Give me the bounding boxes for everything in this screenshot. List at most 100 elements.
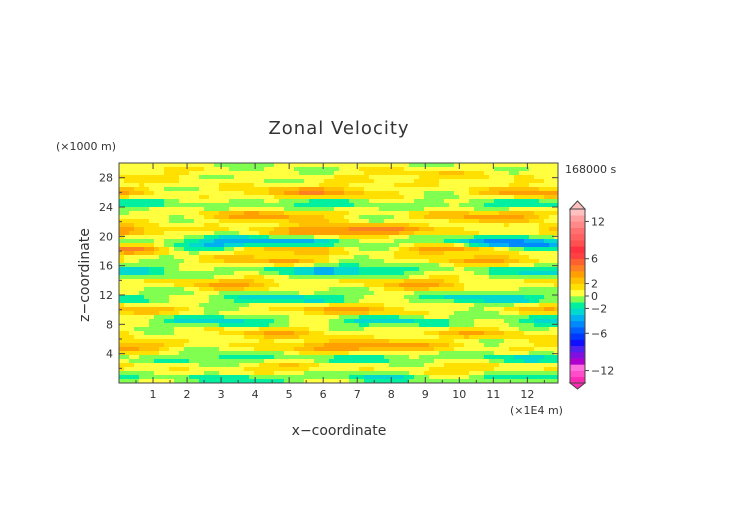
heatmap-cell bbox=[314, 211, 320, 216]
heatmap-cell bbox=[369, 267, 375, 272]
heatmap-cell bbox=[339, 295, 345, 300]
heatmap-cell bbox=[349, 187, 355, 192]
heatmap-cell bbox=[379, 259, 385, 264]
heatmap-cell bbox=[469, 303, 475, 308]
heatmap-cell bbox=[464, 343, 470, 348]
heatmap-cell bbox=[514, 291, 520, 296]
heatmap-cell bbox=[124, 379, 130, 384]
heatmap-cell bbox=[164, 347, 170, 352]
heatmap-cell bbox=[239, 259, 245, 264]
heatmap-cell bbox=[284, 295, 290, 300]
heatmap-cell bbox=[149, 175, 155, 180]
heatmap-cell bbox=[474, 223, 480, 228]
heatmap-cell bbox=[464, 327, 470, 332]
heatmap-cell bbox=[214, 243, 220, 248]
heatmap-cell bbox=[294, 263, 300, 268]
heatmap-cell bbox=[129, 279, 135, 284]
heatmap-cell bbox=[489, 351, 495, 356]
heatmap-cell bbox=[384, 339, 390, 344]
heatmap-cell bbox=[264, 367, 270, 372]
heatmap-cell bbox=[329, 219, 335, 224]
heatmap-cell bbox=[309, 255, 315, 260]
heatmap-cell bbox=[189, 267, 195, 272]
heatmap-cell bbox=[549, 375, 555, 380]
heatmap-cell bbox=[199, 235, 205, 240]
heatmap-cell bbox=[499, 359, 505, 364]
heatmap-cell bbox=[464, 171, 470, 176]
heatmap-cell bbox=[274, 343, 280, 348]
heatmap-cell bbox=[499, 307, 505, 312]
heatmap-cell bbox=[399, 167, 405, 172]
heatmap-cell bbox=[509, 351, 515, 356]
heatmap-cell bbox=[489, 359, 495, 364]
heatmap-cell bbox=[244, 343, 250, 348]
heatmap-cell bbox=[219, 179, 225, 184]
heatmap-cell bbox=[324, 175, 330, 180]
heatmap-cell bbox=[539, 175, 545, 180]
heatmap-cell bbox=[304, 323, 310, 328]
heatmap-cell bbox=[544, 263, 550, 268]
heatmap-cell bbox=[309, 327, 315, 332]
heatmap-cell bbox=[554, 271, 559, 276]
heatmap-cell bbox=[174, 163, 180, 168]
heatmap-cell bbox=[454, 283, 460, 288]
heatmap-cell bbox=[424, 359, 430, 364]
heatmap-cell bbox=[469, 355, 475, 360]
heatmap-cell bbox=[494, 371, 500, 376]
heatmap-cell bbox=[419, 303, 425, 308]
heatmap-cell bbox=[199, 303, 205, 308]
heatmap-cell bbox=[359, 259, 365, 264]
heatmap-cell bbox=[264, 359, 270, 364]
heatmap-cell bbox=[274, 191, 280, 196]
heatmap-cell bbox=[209, 175, 215, 180]
heatmap-cell bbox=[284, 343, 290, 348]
heatmap-cell bbox=[409, 295, 415, 300]
heatmap-cell bbox=[424, 231, 430, 236]
heatmap-cell bbox=[184, 335, 190, 340]
heatmap-cell bbox=[319, 235, 325, 240]
heatmap-cell bbox=[334, 215, 340, 220]
heatmap-cell bbox=[154, 251, 160, 256]
heatmap-cell bbox=[219, 207, 225, 212]
heatmap-cell bbox=[224, 223, 230, 228]
heatmap-cell bbox=[289, 227, 295, 232]
heatmap-cell bbox=[464, 251, 470, 256]
heatmap-cell bbox=[499, 291, 505, 296]
heatmap-cell bbox=[214, 223, 220, 228]
heatmap-cell bbox=[264, 375, 270, 380]
heatmap-cell bbox=[249, 235, 255, 240]
heatmap-cell bbox=[229, 247, 235, 252]
heatmap-cell bbox=[249, 207, 255, 212]
heatmap-cell bbox=[459, 255, 465, 260]
heatmap-cell bbox=[419, 275, 425, 280]
heatmap-cell bbox=[119, 203, 125, 208]
heatmap-cell bbox=[464, 223, 470, 228]
heatmap-cell bbox=[344, 339, 350, 344]
heatmap-cell bbox=[399, 327, 405, 332]
heatmap-cell bbox=[199, 271, 205, 276]
heatmap-cell bbox=[314, 239, 320, 244]
heatmap-cell bbox=[324, 303, 330, 308]
heatmap-cell bbox=[434, 163, 440, 168]
heatmap-cell bbox=[359, 235, 365, 240]
heatmap-cell bbox=[534, 175, 540, 180]
heatmap-cell bbox=[419, 179, 425, 184]
heatmap-cell bbox=[279, 291, 285, 296]
heatmap-cell bbox=[134, 247, 140, 252]
heatmap-cell bbox=[374, 219, 380, 224]
heatmap-cell bbox=[339, 347, 345, 352]
heatmap-cell bbox=[154, 243, 160, 248]
heatmap-cell bbox=[484, 363, 490, 368]
heatmap-cell bbox=[219, 311, 225, 316]
heatmap-cell bbox=[379, 255, 385, 260]
heatmap-cell bbox=[474, 367, 480, 372]
heatmap-cell bbox=[554, 307, 559, 312]
heatmap-cell bbox=[459, 279, 465, 284]
heatmap-cell bbox=[489, 311, 495, 316]
heatmap-cell bbox=[529, 363, 535, 368]
heatmap-cell bbox=[254, 315, 260, 320]
heatmap-cell bbox=[504, 347, 510, 352]
heatmap-cell bbox=[444, 319, 450, 324]
heatmap-cell bbox=[394, 355, 400, 360]
